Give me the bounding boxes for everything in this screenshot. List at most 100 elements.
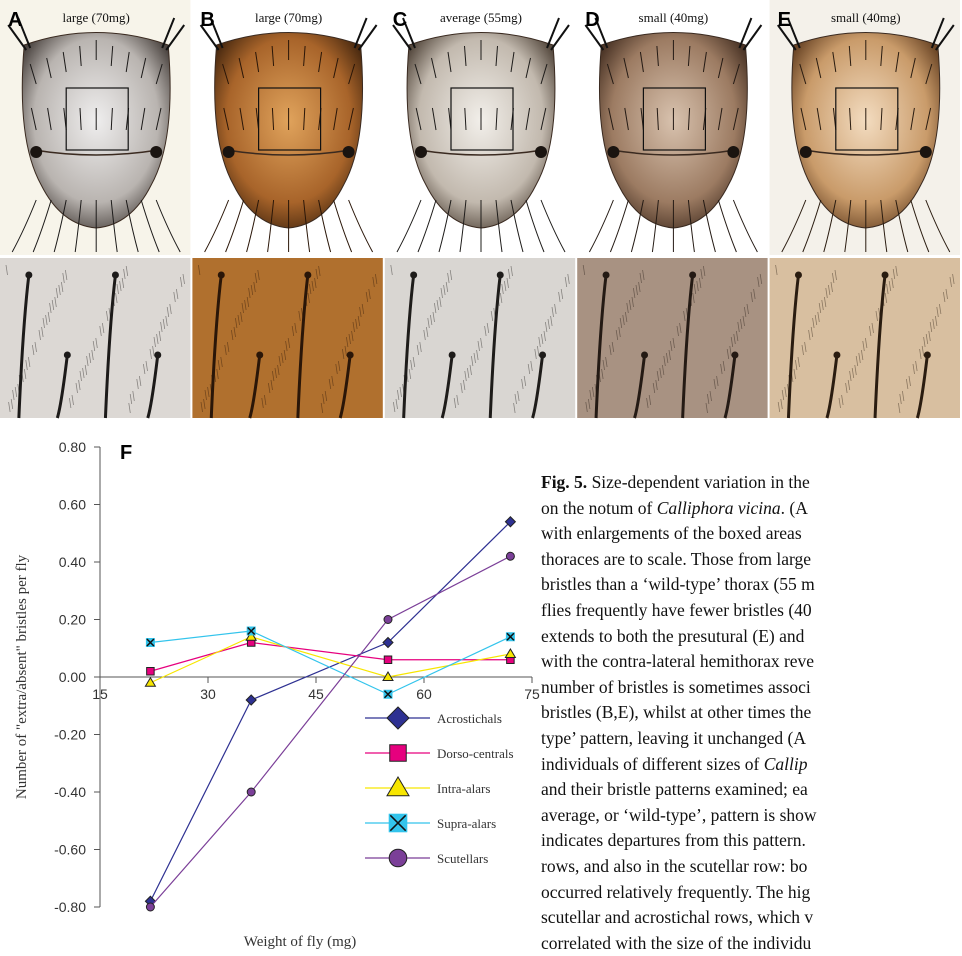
- caption-text: extends to both the presutural (E) and: [541, 626, 804, 646]
- marker-cross-square: [384, 690, 392, 698]
- panel-letter: E: [778, 9, 791, 31]
- caption-label: Fig. 5.: [541, 472, 587, 492]
- y-tick-label: -0.60: [54, 842, 86, 858]
- caption-text: flies frequently have fewer bristles (40: [541, 600, 812, 620]
- socket: [497, 272, 504, 279]
- socket: [25, 272, 32, 279]
- marker-circle: [146, 903, 154, 911]
- spot: [920, 146, 932, 158]
- spot: [727, 146, 739, 158]
- marker-circle: [384, 616, 392, 624]
- socket: [154, 352, 161, 359]
- spot: [800, 146, 812, 158]
- marker-cross-square: [146, 639, 154, 647]
- marker-diamond: [246, 695, 256, 705]
- socket: [833, 352, 840, 359]
- species-name: Calliphora vicina: [657, 498, 781, 518]
- caption-text: individuals of different sizes of: [541, 754, 764, 774]
- marker-square: [147, 668, 155, 676]
- legend-label: Intra-alars: [437, 781, 490, 796]
- legend-label: Supra-alars: [437, 816, 496, 831]
- spot: [150, 146, 162, 158]
- socket: [689, 272, 696, 279]
- caption-text: Size-dependent variation in the: [587, 472, 810, 492]
- caption-text: with enlargements of the boxed areas: [541, 523, 802, 543]
- spot: [223, 146, 235, 158]
- marker-cross-square: [389, 814, 407, 832]
- panel-letter: F: [120, 442, 132, 464]
- socket: [795, 272, 802, 279]
- socket: [924, 352, 931, 359]
- socket: [64, 352, 71, 359]
- socket: [218, 272, 225, 279]
- socket: [449, 352, 456, 359]
- socket: [112, 272, 119, 279]
- socket: [882, 272, 889, 279]
- caption-line: number of bristles is sometimes associ: [541, 675, 962, 701]
- caption-line: bristles than a ‘wild-type’ thorax (55 m: [541, 572, 962, 598]
- caption-line: rows, and also in the scutellar row: bo: [541, 854, 962, 880]
- series: [145, 632, 515, 687]
- caption-text: and their bristle patterns examined; ea: [541, 779, 808, 799]
- caption-text: scutellar and acrostichal rows, which v: [541, 907, 813, 927]
- spot: [535, 146, 547, 158]
- spot: [343, 146, 355, 158]
- x-tick-label: 30: [200, 686, 216, 702]
- caption-line: and their bristle patterns examined; ea: [541, 777, 962, 803]
- y-tick-label: 0.40: [59, 554, 86, 570]
- marker-cross-square: [506, 633, 514, 641]
- caption-text: on the notum of: [541, 498, 657, 518]
- caption-line: indicates departures from this pattern.: [541, 828, 962, 854]
- caption-text: occurred relatively frequently. The hig: [541, 882, 810, 902]
- page: Alarge (70mg)Blarge (70mg)Caverage (55mg…: [0, 0, 962, 954]
- caption-line: scutellar and acrostichal rows, which v: [541, 905, 962, 931]
- socket: [256, 352, 263, 359]
- y-tick-label: -0.20: [54, 727, 86, 743]
- caption-line: correlated with the size of the individu: [541, 931, 962, 956]
- socket: [347, 352, 354, 359]
- panel-caption: large (70mg): [255, 10, 322, 25]
- caption-text: thoraces are to scale. Those from large: [541, 549, 811, 569]
- caption-line: average, or ‘wild-type’, pattern is show: [541, 803, 962, 829]
- panel-caption: small (40mg): [639, 10, 709, 25]
- caption-line: bristles (B,E), whilst at other times th…: [541, 700, 962, 726]
- caption-line: flies frequently have fewer bristles (40: [541, 598, 962, 624]
- y-axis-label: Number of "extra/absent" bristles per fl…: [14, 554, 30, 799]
- marker-circle: [389, 849, 407, 867]
- caption-line: type’ pattern, leaving it unchanged (A: [541, 726, 962, 752]
- spot: [415, 146, 427, 158]
- panel-letter: C: [393, 9, 407, 31]
- caption-text: bristles (B,E), whilst at other times th…: [541, 702, 811, 722]
- figure-caption: Fig. 5. Size-dependent variation in the o…: [541, 470, 962, 956]
- y-tick-label: 0.00: [59, 669, 86, 685]
- socket: [304, 272, 311, 279]
- panel-letter: D: [585, 9, 599, 31]
- caption-text: rows, and also in the scutellar row: bo: [541, 856, 807, 876]
- y-tick-label: -0.40: [54, 784, 86, 800]
- caption-text: indicates departures from this pattern.: [541, 830, 806, 850]
- legend-label: Acrostichals: [437, 711, 502, 726]
- caption-text: correlated with the size of the individu: [541, 933, 811, 953]
- x-axis-label: Weight of fly (mg): [244, 934, 357, 950]
- socket: [731, 352, 738, 359]
- marker-triangle: [387, 777, 409, 796]
- panel-caption: small (40mg): [831, 10, 901, 25]
- panel-letter: A: [8, 9, 22, 31]
- x-tick-label: 75: [524, 686, 540, 702]
- caption-text: . (A: [781, 498, 808, 518]
- caption-text: average, or ‘wild-type’, pattern is show: [541, 805, 817, 825]
- y-tick-label: 0.20: [59, 612, 86, 628]
- y-tick-label: -0.80: [54, 899, 86, 915]
- panel-caption: large (70mg): [63, 10, 130, 25]
- caption-text: with the contra-lateral hemithorax reve: [541, 651, 814, 671]
- marker-circle: [506, 552, 514, 560]
- series-line: [150, 631, 510, 694]
- x-tick-label: 45: [308, 686, 324, 702]
- socket: [539, 352, 546, 359]
- socket: [603, 272, 610, 279]
- caption-line: occurred relatively frequently. The hig: [541, 880, 962, 906]
- caption-text: bristles than a ‘wild-type’ thorax (55 m: [541, 574, 815, 594]
- legend-label: Dorso-centrals: [437, 746, 514, 761]
- series: [147, 639, 515, 675]
